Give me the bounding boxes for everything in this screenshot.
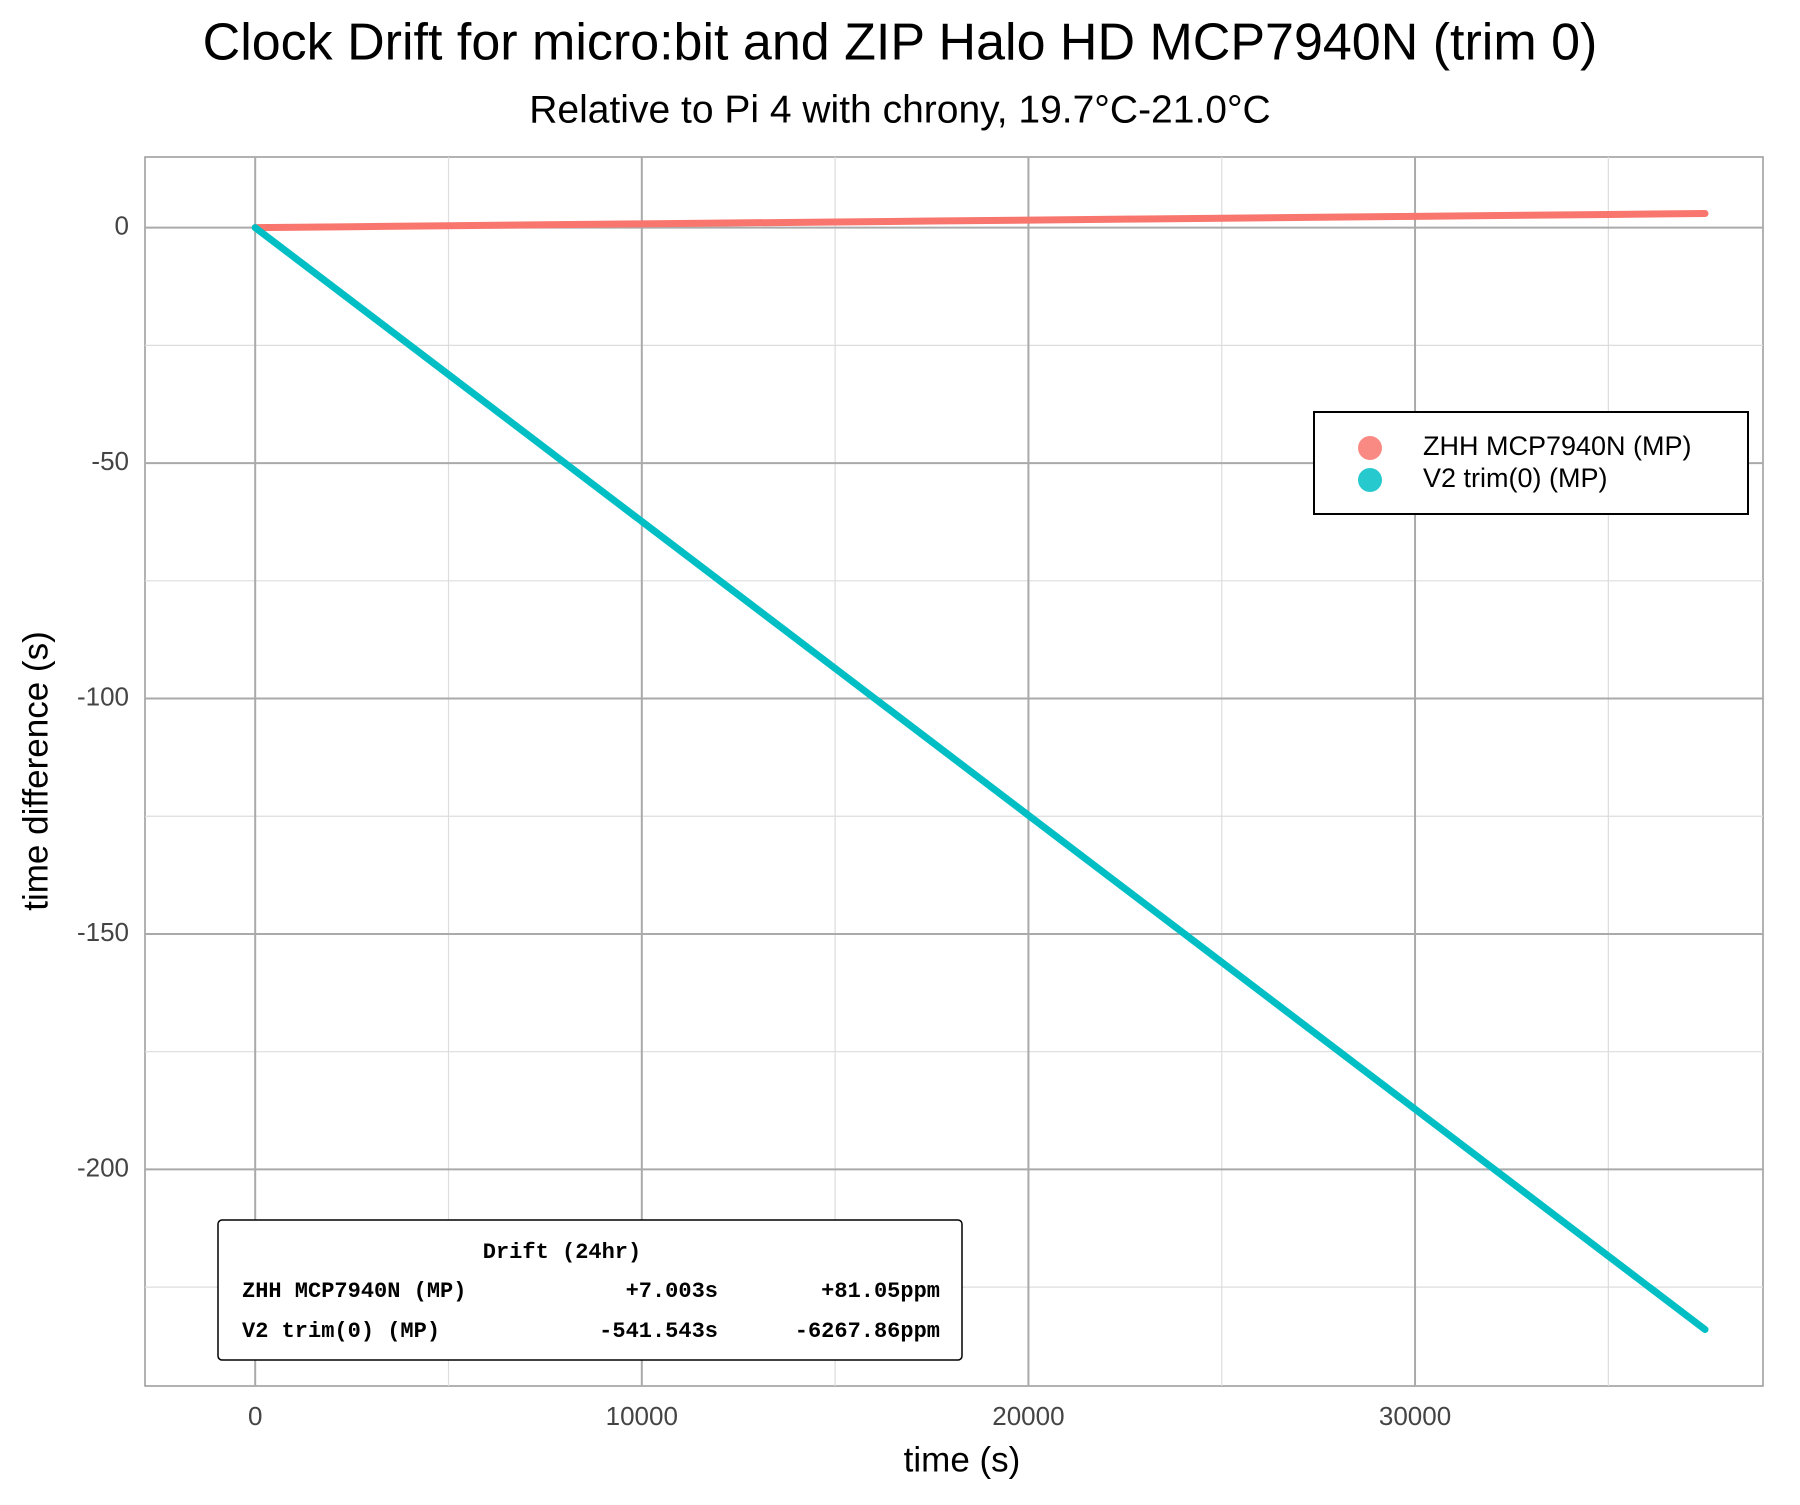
annotation-cell: ZHH MCP7940N (MP) xyxy=(242,1279,466,1304)
annotation-box xyxy=(217,1219,963,1361)
legend-label: ZHH MCP7940N (MP) xyxy=(1423,431,1692,461)
chart-title: Clock Drift for micro:bit and ZIP Halo H… xyxy=(203,14,1598,72)
x-tick-label: 0 xyxy=(248,1401,262,1431)
annotation-title: Drift (24hr) xyxy=(483,1240,641,1265)
y-tick-label: -150 xyxy=(77,917,129,947)
legend-marker xyxy=(1358,436,1382,460)
panel-border xyxy=(144,156,1764,1387)
series-line xyxy=(251,224,1709,1333)
annotation-cell: V2 trim(0) (MP) xyxy=(242,1319,440,1344)
y-axis-title: time difference (s) xyxy=(16,631,55,910)
y-tick-label: -100 xyxy=(77,681,129,711)
legend-label: V2 trim(0) (MP) xyxy=(1423,463,1608,493)
y-tick-label: -50 xyxy=(91,446,129,476)
annotation-cell: -541.543s xyxy=(599,1319,718,1344)
annotation-cell: -6267.86ppm xyxy=(795,1319,940,1344)
y-tick-label: 0 xyxy=(115,211,129,241)
x-tick-label: 30000 xyxy=(1379,1401,1451,1431)
legend-marker xyxy=(1358,468,1382,492)
chart-subtitle: Relative to Pi 4 with chrony, 19.7°C-21.… xyxy=(529,88,1270,131)
x-axis-title: time (s) xyxy=(904,1440,1021,1479)
series-line xyxy=(251,210,1709,232)
annotation-cell: +7.003s xyxy=(626,1279,718,1304)
x-tick-label: 10000 xyxy=(606,1401,678,1431)
annotation-cell: +81.05ppm xyxy=(821,1279,940,1304)
y-tick-label: -200 xyxy=(77,1152,129,1182)
x-tick-label: 20000 xyxy=(992,1401,1064,1431)
legend-box xyxy=(1313,411,1749,515)
